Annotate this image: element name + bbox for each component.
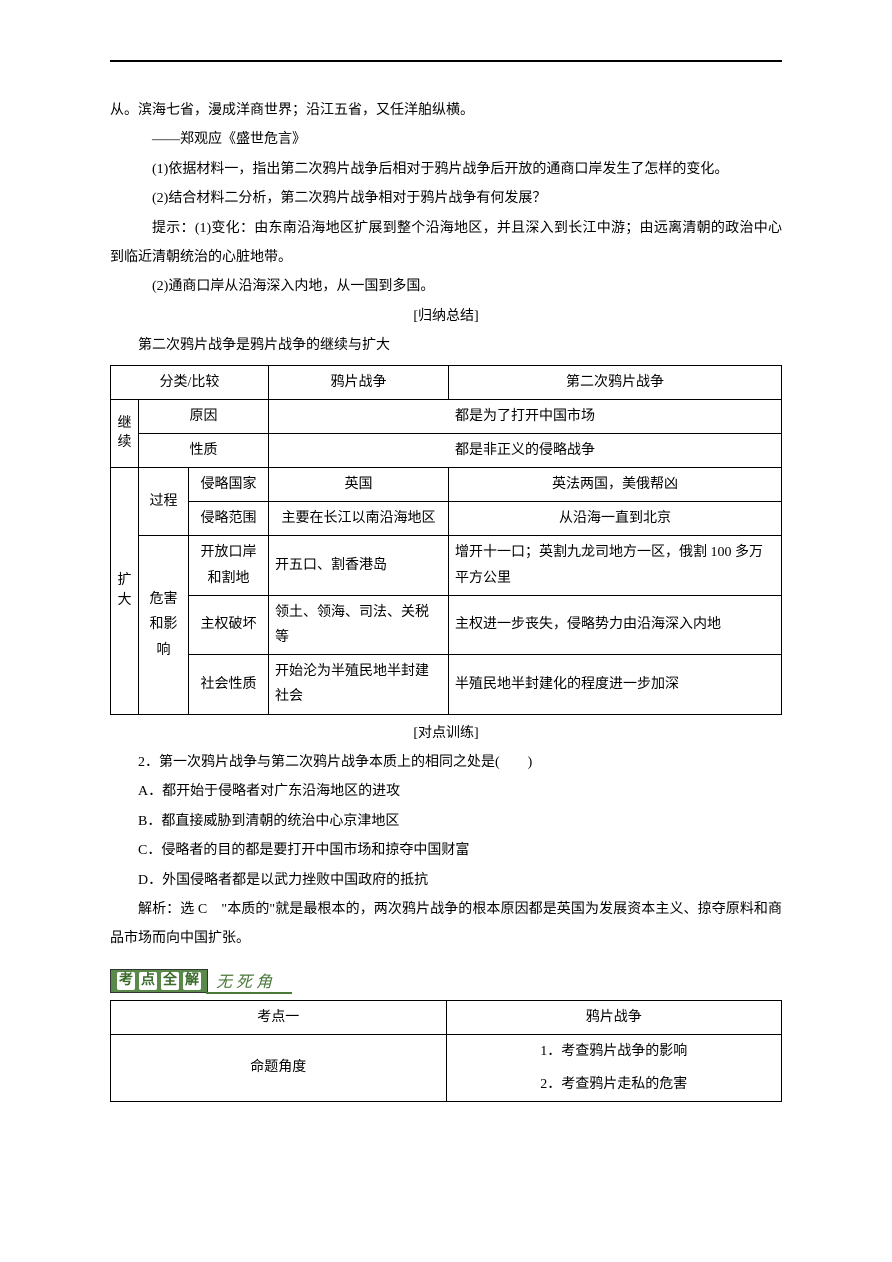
header-war2: 第二次鸦片战争 [449, 365, 782, 399]
angle-val1: 1．考查鸦片战争的影响 [446, 1034, 782, 1068]
subgroup-process: 过程 [139, 468, 189, 536]
cell-cause-val: 都是为了打开中国市场 [269, 399, 782, 433]
banner-char: 考 [117, 972, 135, 990]
para-continuation: 从。滨海七省，漫成洋商世界；沿江五省，又任洋舶纵横。 [110, 96, 782, 125]
header-category: 分类/比较 [111, 365, 269, 399]
table-row: 分类/比较 鸦片战争 第二次鸦片战争 [111, 365, 782, 399]
top-rule [110, 60, 782, 62]
header-war1: 鸦片战争 [269, 365, 449, 399]
mc-question: 2．第一次鸦片战争与第二次鸦片战争本质上的相同之处是( ) [110, 748, 782, 777]
cell-country-b: 英法两国，美俄帮凶 [449, 468, 782, 502]
para-hint2: (2)通商口岸从沿海深入内地，从一国到多国。 [110, 272, 782, 301]
cell-sov-b: 主权进一步丧失，侵略势力由沿海深入内地 [449, 595, 782, 654]
banner-char: 全 [161, 972, 179, 990]
subgroup-harm: 危害和影响 [139, 536, 189, 714]
cell-ports-b: 增开十一口；英割九龙司地方一区，俄割 100 多万平方公里 [449, 536, 782, 595]
topic-val: 鸦片战争 [446, 1000, 782, 1034]
cell-nature-val: 都是非正义的侵略战争 [269, 433, 782, 467]
mc-option-b: B．都直接威胁到清朝的统治中心京津地区 [110, 807, 782, 836]
para-hint1: 提示：(1)变化：由东南沿海地区扩展到整个沿海地区，并且深入到长江中游；由远离清… [110, 214, 782, 273]
cell-sov: 主权破坏 [189, 595, 269, 654]
cell-scope: 侵略范围 [189, 502, 269, 536]
group-expand: 扩大 [111, 468, 139, 715]
cell-scope-a: 主要在长江以南沿海地区 [269, 502, 449, 536]
mc-option-d: D．外国侵略者都是以武力挫败中国政府的抵抗 [110, 866, 782, 895]
table-row: 侵略范围 主要在长江以南沿海地区 从沿海一直到北京 [111, 502, 782, 536]
table-row: 主权破坏 领土、领海、司法、关税等 主权进一步丧失，侵略势力由沿海深入内地 [111, 595, 782, 654]
cell-ports: 开放口岸和割地 [189, 536, 269, 595]
banner-char: 解 [183, 972, 201, 990]
mc-analysis: 解析：选 C "本质的"就是最根本的，两次鸦片战争的根本原因都是英国为发展资本主… [110, 895, 782, 954]
cell-country-a: 英国 [269, 468, 449, 502]
group-continue: 继续 [111, 399, 139, 467]
cell-social-b: 半殖民地半封建化的程度进一步加深 [449, 655, 782, 714]
cell-sov-a: 领土、领海、司法、关税等 [269, 595, 449, 654]
para-citation: ——郑观应《盛世危言》 [110, 125, 782, 154]
para-q2: (2)结合材料二分析，第二次鸦片战争相对于鸦片战争有何发展？ [110, 184, 782, 213]
para-q1: (1)依据材料一，指出第二次鸦片战争后相对于鸦片战争后开放的通商口岸发生了怎样的… [110, 155, 782, 184]
para-summary-lead: 第二次鸦片战争是鸦片战争的继续与扩大 [110, 331, 782, 360]
table-row: 社会性质 开始沦为半殖民地半封建社会 半殖民地半封建化的程度进一步加深 [111, 655, 782, 714]
heading-practice: [对点训练] [110, 719, 782, 748]
topic-key: 考点一 [111, 1000, 447, 1034]
topic-table: 考点一 鸦片战争 命题角度 1．考查鸦片战争的影响 2．考查鸦片走私的危害 [110, 1000, 782, 1103]
comparison-table: 分类/比较 鸦片战争 第二次鸦片战争 继续 原因 都是为了打开中国市场 性质 都… [110, 365, 782, 715]
table-row: 命题角度 1．考查鸦片战争的影响 [111, 1034, 782, 1068]
angle-val2: 2．考查鸦片走私的危害 [446, 1068, 782, 1102]
mc-option-a: A．都开始于侵略者对广东沿海地区的进攻 [110, 777, 782, 806]
cell-nature: 性质 [139, 433, 269, 467]
table-row: 继续 原因 都是为了打开中国市场 [111, 399, 782, 433]
table-row: 性质 都是非正义的侵略战争 [111, 433, 782, 467]
cell-cause: 原因 [139, 399, 269, 433]
cell-country: 侵略国家 [189, 468, 269, 502]
table-row: 扩大 过程 侵略国家 英国 英法两国，美俄帮凶 [111, 468, 782, 502]
section-banner: 考 点 全 解 无 死 角 [110, 968, 782, 994]
banner-box: 考 点 全 解 [110, 969, 208, 993]
mc-option-c: C．侵略者的目的都是要打开中国市场和掠夺中国财富 [110, 836, 782, 865]
cell-scope-b: 从沿海一直到北京 [449, 502, 782, 536]
banner-char: 点 [139, 972, 157, 990]
heading-summary: [归纳总结] [110, 302, 782, 331]
cell-social-a: 开始沦为半殖民地半封建社会 [269, 655, 449, 714]
table-row: 危害和影响 开放口岸和割地 开五口、割香港岛 增开十一口；英割九龙司地方一区，俄… [111, 536, 782, 595]
table-row: 考点一 鸦片战争 [111, 1000, 782, 1034]
cell-social: 社会性质 [189, 655, 269, 714]
cell-ports-a: 开五口、割香港岛 [269, 536, 449, 595]
angle-key: 命题角度 [111, 1034, 447, 1101]
banner-tail: 无 死 角 [206, 968, 292, 994]
